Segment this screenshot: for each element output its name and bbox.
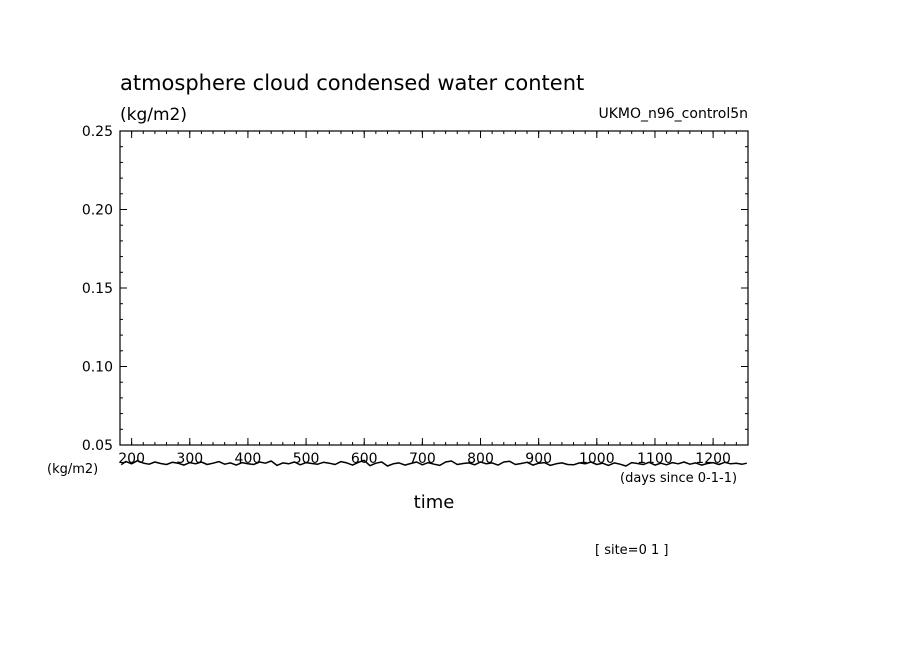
y-axis: 0.05 0.10 0.15 0.20 0.25 [82, 124, 748, 454]
y-units-left: (kg/m2) [47, 462, 98, 477]
series-line [120, 459, 747, 467]
x-units-label: (days since 0-1-1) [620, 471, 737, 486]
footer-label: [ site=0 1 ] [595, 543, 668, 558]
y-tick-label: 0.10 [82, 360, 113, 376]
x-axis: 200 300 400 500 600 700 800 900 1000 1100 1200 [118, 131, 749, 467]
y-tick-label: 0.05 [82, 438, 113, 454]
x-tick-label: 200 [118, 451, 145, 467]
y-tick-label: 0.25 [82, 124, 113, 140]
run-label: UKMO_n96_control5n [598, 106, 748, 122]
y-tick-label: 0.15 [82, 281, 113, 297]
x-axis-label: time [414, 492, 455, 513]
series-layer [120, 459, 747, 467]
chart-title: atmosphere cloud condensed water content [120, 71, 584, 95]
chart-units: (kg/m2) [120, 105, 187, 125]
y-tick-label: 0.20 [82, 203, 113, 219]
x-tick-label: 800 [467, 451, 494, 467]
plot-frame [119, 130, 749, 446]
